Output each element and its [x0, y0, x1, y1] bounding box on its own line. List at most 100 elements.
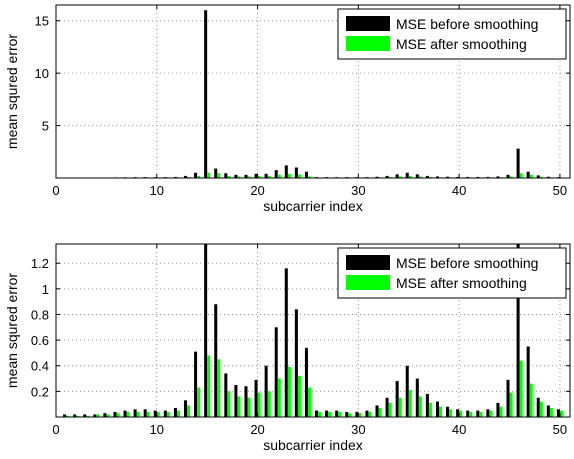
x-tick-label: 0 [52, 183, 59, 198]
x-tick-label: 50 [553, 422, 567, 437]
bar-before-smoothing [405, 365, 409, 417]
bar-before-smoothing [405, 172, 409, 178]
bar-before-smoothing [546, 405, 550, 417]
bar-before-smoothing [294, 167, 298, 178]
bar-before-smoothing [325, 410, 329, 417]
bar-after-smoothing [197, 175, 201, 178]
plot-frame [55, 243, 571, 418]
bar-after-smoothing [297, 174, 301, 178]
bar-after-smoothing [227, 391, 231, 417]
bar-before-smoothing [365, 410, 369, 417]
bar-before-smoothing [153, 410, 157, 417]
bar-before-smoothing [194, 351, 198, 417]
bar-after-smoothing [297, 375, 301, 417]
bar-before-smoothing [224, 373, 228, 417]
bar-after-smoothing [277, 174, 281, 178]
x-tick-label: 10 [150, 183, 164, 198]
bar-after-smoothing [136, 411, 140, 417]
bar-before-smoothing [173, 408, 177, 417]
bar-before-smoothing [425, 175, 429, 178]
bar-after-smoothing [86, 415, 90, 417]
bar-before-smoothing [204, 244, 208, 417]
x-tick-label: 40 [452, 183, 466, 198]
legend: MSE before smoothing MSE after smoothing [337, 8, 567, 60]
bar-after-smoothing [418, 176, 422, 178]
bar-before-smoothing [304, 347, 308, 417]
legend-swatch [346, 255, 390, 270]
bar-after-smoothing [368, 411, 372, 417]
bar-after-smoothing [96, 414, 100, 417]
legend-label: MSE before smoothing [396, 16, 538, 32]
bar-before-smoothing [516, 244, 520, 417]
bar-before-smoothing [264, 365, 268, 417]
y-tick-label: 5 [42, 119, 49, 134]
bar-after-smoothing [237, 396, 241, 417]
bar-after-smoothing [207, 172, 211, 178]
bar-before-smoothing [214, 304, 218, 417]
bar-before-smoothing [194, 172, 198, 178]
x-tick-label: 50 [553, 183, 567, 198]
chart-bottom: 0 10 20 30 40 50 0.2 0.4 0.6 0.8 1 1.2 subcarrier in… [4, 243, 571, 453]
bar-after-smoothing [549, 408, 553, 417]
bar-after-smoothing [318, 411, 322, 417]
bar-after-smoothing [378, 408, 382, 417]
x-axis-label: subcarrier index [263, 437, 363, 453]
bar-after-smoothing [187, 405, 191, 417]
bar-after-smoothing [106, 414, 110, 417]
bar-before-smoothing [113, 411, 117, 417]
bar-before-smoothing [516, 148, 520, 178]
bar-after-smoothing [66, 415, 70, 417]
bar-before-smoothing [415, 174, 419, 178]
x-tick-label: 0 [52, 422, 59, 437]
bar-after-smoothing [187, 176, 191, 178]
bar-after-smoothing [116, 413, 120, 417]
legend-label: MSE after smoothing [396, 275, 527, 291]
bar-before-smoothing [133, 409, 137, 417]
bar-after-smoothing [459, 410, 463, 417]
bar-after-smoothing [176, 410, 180, 417]
bar-after-smoothing [287, 173, 291, 178]
bar-before-smoothing [375, 405, 379, 417]
bar-before-smoothing [506, 174, 510, 178]
bar-before-smoothing [234, 384, 238, 417]
bar-before-smoothing [214, 168, 218, 178]
bar-after-smoothing [449, 409, 453, 417]
bar-before-smoothing [415, 378, 419, 417]
bar-before-smoothing [163, 410, 167, 417]
bar-before-smoothing [274, 327, 278, 417]
bar-after-smoothing [247, 176, 251, 178]
bar-before-smoothing [315, 410, 319, 417]
bar-after-smoothing [348, 413, 352, 417]
bar-after-smoothing [428, 402, 432, 417]
bar-after-smoothing [509, 176, 513, 178]
bar-before-smoothing [264, 173, 268, 178]
y-tick-label: 0.6 [31, 333, 49, 348]
bar-after-smoothing [398, 397, 402, 417]
bar-after-smoothing [408, 175, 412, 178]
bar-after-smoothing [519, 360, 523, 417]
chart-top: 0 10 20 30 40 50 5 10 15 subcarrier index mean squ… [4, 4, 571, 214]
bar-after-smoothing [489, 410, 493, 417]
bar-before-smoothing [546, 176, 550, 178]
bar-before-smoothing [304, 171, 308, 178]
bar-before-smoothing [234, 174, 238, 178]
bar-before-smoothing [335, 410, 339, 417]
bar-before-smoothing [143, 409, 147, 417]
bar-before-smoothing [183, 400, 188, 417]
legend-swatch [346, 275, 390, 290]
bar-before-smoothing [254, 173, 258, 178]
bar-before-smoothing [375, 176, 379, 178]
bar-before-smoothing [556, 409, 560, 417]
bar-before-smoothing [456, 176, 460, 178]
bar-after-smoothing [509, 392, 513, 417]
bar-after-smoothing [328, 411, 332, 417]
bar-before-smoothing [123, 410, 127, 417]
bar-after-smoothing [559, 410, 563, 417]
bar-after-smoothing [307, 387, 311, 417]
legend-swatch [346, 36, 390, 51]
bar-after-smoothing [197, 387, 201, 417]
bar-before-smoothing [93, 414, 97, 417]
bar-before-smoothing [284, 165, 288, 178]
bar-before-smoothing [294, 309, 298, 417]
bar-before-smoothing [526, 171, 530, 178]
